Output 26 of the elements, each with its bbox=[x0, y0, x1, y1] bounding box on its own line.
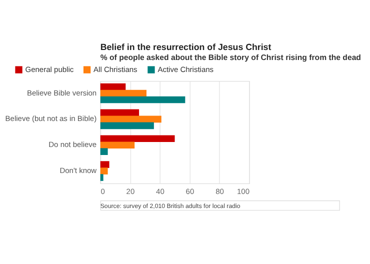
legend-label: Active Christians bbox=[158, 64, 214, 74]
legend-label: All Christians bbox=[94, 64, 138, 74]
bar bbox=[100, 168, 108, 174]
y-tick-label: Believe (but not as in Bible) bbox=[5, 114, 98, 124]
bar bbox=[100, 148, 108, 155]
x-tick-label: 80 bbox=[216, 186, 224, 196]
y-tick-label: Do not believe bbox=[48, 140, 97, 150]
bar bbox=[100, 83, 126, 90]
chart-subtitle: % of people asked about the Bible story of Christ rising from the dead bbox=[100, 53, 362, 62]
chart-title: Belief in the resurrection of Jesus Christ bbox=[100, 42, 272, 52]
x-tick-label: 60 bbox=[186, 186, 194, 196]
x-tick-label: 100 bbox=[236, 186, 250, 196]
x-tick-label: 20 bbox=[126, 186, 135, 196]
x-tick-label: 0 bbox=[100, 186, 105, 196]
x-tick-label: 40 bbox=[156, 186, 164, 196]
bar bbox=[100, 122, 154, 130]
bar bbox=[100, 96, 186, 104]
y-tick-label: Don't know bbox=[60, 166, 98, 176]
legend-label: General public bbox=[25, 64, 74, 74]
bar bbox=[100, 109, 140, 116]
bar bbox=[100, 135, 175, 142]
bar bbox=[100, 161, 110, 168]
bar bbox=[100, 90, 146, 97]
bar bbox=[100, 174, 104, 181]
bar bbox=[100, 142, 135, 149]
y-tick-label: Believe Bible version bbox=[26, 88, 97, 98]
